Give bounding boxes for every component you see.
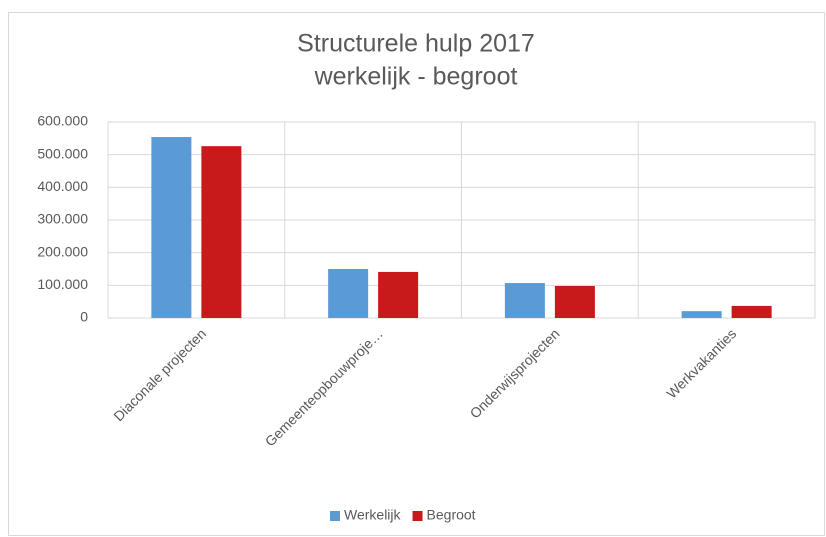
- y-tick-label: 0: [80, 309, 88, 325]
- y-tick-label: 500.000: [37, 145, 88, 161]
- bar: [201, 146, 242, 318]
- bar: [378, 271, 419, 318]
- legend-swatch: [412, 511, 423, 521]
- y-tick-label: 600.000: [37, 113, 88, 129]
- bar: [731, 305, 772, 318]
- y-tick-label: 100.000: [37, 276, 88, 292]
- y-tick-label: 400.000: [37, 178, 88, 194]
- legend-label: Begroot: [427, 507, 476, 523]
- chart-title: Structurele hulp 2017: [297, 30, 535, 58]
- bar: [504, 283, 545, 318]
- y-tick-label: 300.000: [37, 211, 88, 227]
- bar: [554, 285, 595, 318]
- bar: [151, 137, 192, 318]
- chart-subtitle: werkelijk - begroot: [314, 63, 518, 91]
- bar: [328, 269, 369, 318]
- legend-swatch: [330, 511, 340, 521]
- legend-label: Werkelijk: [344, 507, 402, 523]
- y-tick-label: 200.000: [37, 243, 88, 259]
- bar: [681, 311, 722, 318]
